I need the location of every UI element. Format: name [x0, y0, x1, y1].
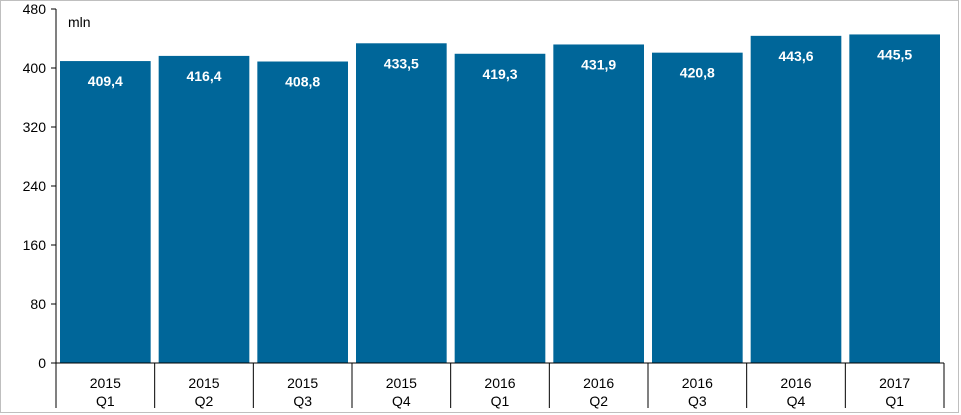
bar-value-label: 419,3	[482, 66, 517, 82]
bars: 409,4 416,4 408,8 433,5 419,3 431,9 420,8 443,6…	[60, 34, 940, 364]
x-tick-label-year: 2016	[780, 375, 811, 391]
x-tick-label-quarter: Q1	[96, 393, 115, 409]
x-tick-label-year: 2016	[484, 375, 515, 391]
x-tick-label-year: 2016	[682, 375, 713, 391]
y-tick-label: 0	[38, 355, 46, 371]
bar	[158, 55, 250, 363]
bar	[356, 43, 447, 363]
bar	[257, 61, 348, 363]
bar-value-label: 433,5	[384, 55, 419, 71]
y-tick-label: 160	[23, 237, 47, 253]
y-tick-label: 480	[23, 1, 47, 17]
bar	[454, 53, 546, 364]
y-tick-label: 400	[23, 60, 47, 76]
x-tick-label-year: 2015	[90, 375, 121, 391]
x-tick-label-quarter: Q1	[491, 393, 510, 409]
bar-value-label: 443,6	[778, 48, 813, 64]
bar	[60, 61, 151, 363]
x-tick-label-year: 2015	[386, 375, 417, 391]
y-tick-label: 320	[23, 119, 47, 135]
bar-value-label: 420,8	[680, 65, 715, 81]
x-tick-label-quarter: Q2	[589, 393, 608, 409]
bar	[652, 52, 743, 363]
x-tick-label-quarter: Q4	[787, 393, 806, 409]
bar	[750, 35, 842, 363]
bar	[849, 34, 940, 363]
y-tick-label: 80	[30, 296, 46, 312]
y-axis: 0 80 160 240 320 400 480	[23, 1, 57, 371]
x-tick-label-quarter: Q3	[293, 393, 312, 409]
bar-value-label: 416,4	[186, 68, 221, 84]
x-tick-label-year: 2015	[188, 375, 219, 391]
bar-value-label: 431,9	[581, 56, 616, 72]
x-tick-label-year: 2015	[287, 375, 318, 391]
unit-label: mln	[68, 14, 91, 30]
bar-value-label: 408,8	[285, 74, 320, 90]
x-tick-label-year: 2017	[879, 375, 910, 391]
bar-value-label: 409,4	[88, 73, 123, 89]
x-tick-label-year: 2016	[583, 375, 614, 391]
x-tick-label-quarter: Q4	[392, 393, 411, 409]
x-axis: 2015 Q1 2015 Q2 2015 Q3 2015 Q4 2016 Q1 2016 Q2 2016…	[55, 362, 945, 409]
y-tick-label: 240	[23, 178, 47, 194]
x-tick-label-quarter: Q3	[688, 393, 707, 409]
x-tick-label-quarter: Q1	[885, 393, 904, 409]
x-tick-label-quarter: Q2	[195, 393, 214, 409]
bar-value-label: 445,5	[877, 46, 912, 62]
bar	[553, 44, 644, 363]
